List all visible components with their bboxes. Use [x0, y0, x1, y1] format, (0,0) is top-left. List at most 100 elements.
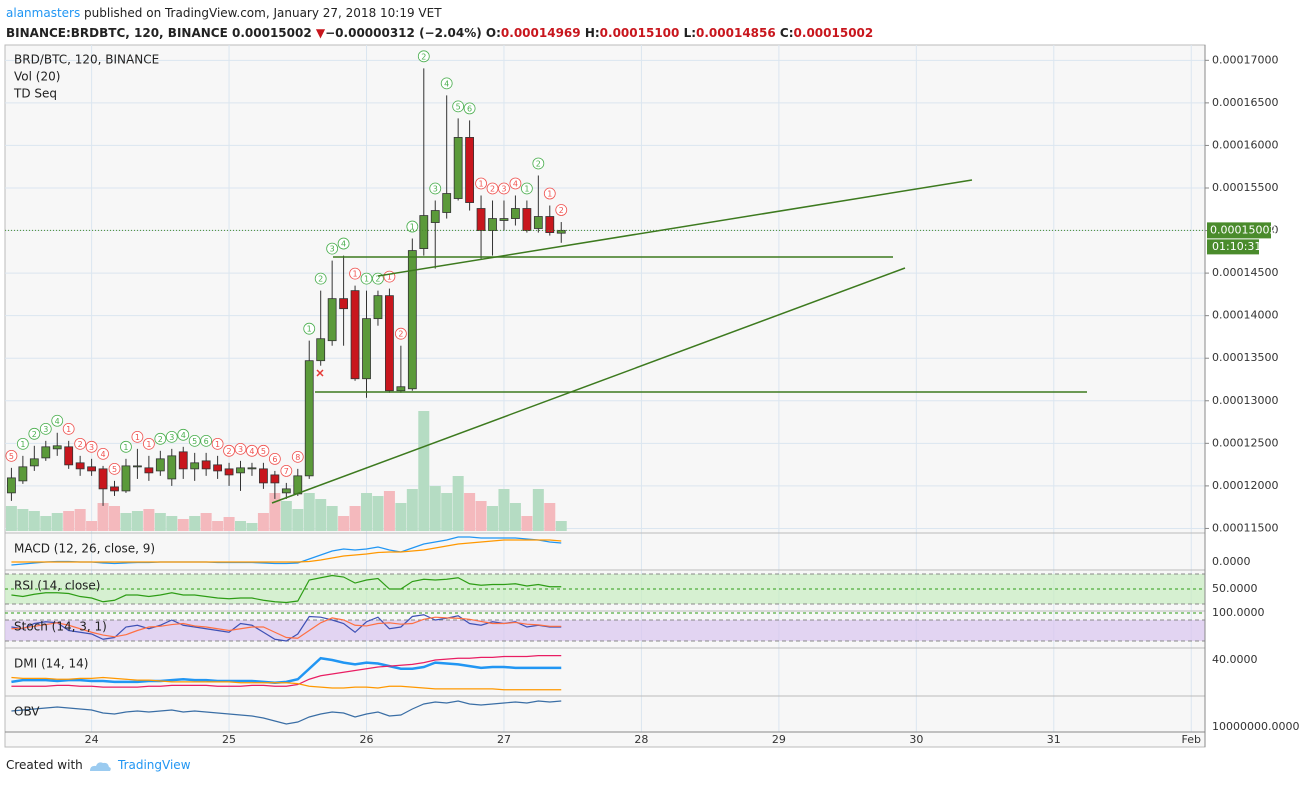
- td-seq-legend: TD Seq: [13, 87, 57, 101]
- candle-body: [373, 295, 383, 320]
- volume-bar: [303, 493, 315, 531]
- volume-bar: [246, 523, 258, 531]
- volume-bar: [441, 493, 453, 531]
- volume-bar: [5, 506, 17, 531]
- h-label: H:: [584, 26, 600, 40]
- td-seq-circle: [234, 442, 247, 455]
- volume-bar: [109, 506, 121, 531]
- candle-body: [167, 455, 177, 480]
- td-seq-label: 3: [330, 245, 335, 254]
- td-seq-circle: [452, 100, 465, 113]
- td-seq-label: 1: [387, 273, 392, 282]
- td-seq-circle: [498, 182, 510, 195]
- chart: 24 25 26 27 28 29 30 31 Feb0.000115000.000120000…: [4, 44, 1299, 748]
- chart-title: BRD/BTC, 120, BINANCE: [14, 53, 159, 67]
- y-tick-label: 10000000.0000: [1212, 720, 1299, 733]
- td-seq-label: 5: [261, 447, 266, 456]
- td-seq-circle: [223, 444, 235, 457]
- user[interactable]: alanmasters: [6, 6, 81, 20]
- x-tick-label: 30: [909, 733, 923, 746]
- candle-body: [270, 474, 280, 484]
- volume-bar: [395, 503, 407, 531]
- td-seq-label: 1: [547, 190, 552, 199]
- y-tick-label: 0.00011500: [1212, 521, 1278, 534]
- indicator-line: [11, 616, 562, 639]
- header-line: BINANCE:BRDBTC, 120, BINANCE 0.00015002 …: [6, 23, 873, 43]
- candle-body: [110, 486, 119, 492]
- indicator-line: [11, 614, 562, 642]
- td-seq-circle: [5, 449, 18, 462]
- candle-body: [247, 467, 257, 470]
- foreground-layer: 24 25 26 27 28 29 30 31 Feb0.000115000.000120000…: [5, 50, 1299, 746]
- volume-bar: [74, 509, 86, 531]
- volume-bar: [280, 501, 292, 531]
- td-seq-circle: [314, 272, 327, 285]
- x-tick-label: 26: [360, 733, 374, 746]
- td-seq-circle: [85, 440, 98, 453]
- volume-bar: [292, 509, 304, 531]
- l: 0.00014856: [696, 26, 776, 40]
- y-tick-label: 0.00016000: [1212, 138, 1278, 151]
- td-seq-circle: [165, 430, 178, 443]
- td-seq-label: 1: [66, 425, 71, 434]
- price-tag: [1207, 222, 1271, 239]
- price-tag-label: 0.00015002: [1210, 223, 1276, 236]
- td-seq-label: 1: [135, 433, 140, 442]
- indicator-line: [11, 676, 562, 691]
- o-label: O:: [485, 26, 501, 40]
- td-seq-label: 1: [353, 270, 358, 279]
- td-seq-label: 4: [249, 447, 254, 456]
- td-seq-label: 1: [479, 179, 484, 188]
- candle-body: [18, 466, 28, 482]
- change: −0.00000312 (−2.04%): [325, 26, 482, 40]
- candle-body: [29, 458, 39, 467]
- countdown-tag: [1207, 239, 1259, 255]
- td-seq-circle: [406, 220, 419, 233]
- indicator-band: [5, 620, 1205, 642]
- indicator-line: [11, 700, 562, 725]
- candle-body: [385, 295, 394, 392]
- created-with: Created with: [6, 758, 83, 772]
- candle-body: [87, 466, 96, 472]
- td-seq-label: 5: [192, 437, 197, 446]
- brand[interactable]: TradingView: [118, 758, 191, 772]
- candle-body: [41, 446, 51, 459]
- y-tick-label: 0.00013000: [1212, 394, 1278, 407]
- y-tick-label: 0.0000: [1212, 555, 1251, 568]
- indicator-line: [11, 536, 562, 566]
- trend-lines: [271, 179, 1087, 504]
- volume-bar: [143, 509, 155, 531]
- td-seq-circle: [51, 414, 64, 427]
- h: 0.00015100: [599, 26, 680, 40]
- volume-bar: [338, 516, 350, 531]
- td-seq-circle: [337, 237, 350, 250]
- candle-body: [556, 229, 566, 234]
- td-seq-circle: [131, 430, 144, 443]
- candle-body: [430, 210, 440, 223]
- td-seq-label: 6: [204, 437, 209, 446]
- td-seq-circle: [74, 437, 87, 450]
- td-seq-circle: [268, 453, 281, 465]
- td-seq-label: 2: [398, 330, 403, 339]
- candle-body: [442, 193, 452, 213]
- td-seq-circle: [97, 447, 109, 460]
- td-seq-label: 4: [513, 179, 518, 188]
- volume-bar: [166, 516, 178, 531]
- candle-body: [133, 465, 142, 468]
- td-seq-circle: [509, 177, 522, 190]
- td-seq-circle: [16, 437, 29, 450]
- l-label: L:: [683, 26, 697, 40]
- td-seq-label: 3: [238, 445, 243, 454]
- candle-body: [121, 465, 131, 492]
- td-seq-circle: [486, 182, 499, 195]
- td-seq-label: 6: [272, 455, 277, 464]
- td-seq-circle: [280, 465, 293, 477]
- candle-body: [236, 467, 245, 474]
- td-seq-label: 1: [123, 443, 128, 452]
- candle-body: [178, 451, 188, 470]
- header: alanmasters published on TradingView.com…: [6, 3, 873, 43]
- td-seq-circle: [211, 437, 224, 450]
- candle-body: [75, 462, 85, 470]
- indicator-line: [11, 574, 562, 604]
